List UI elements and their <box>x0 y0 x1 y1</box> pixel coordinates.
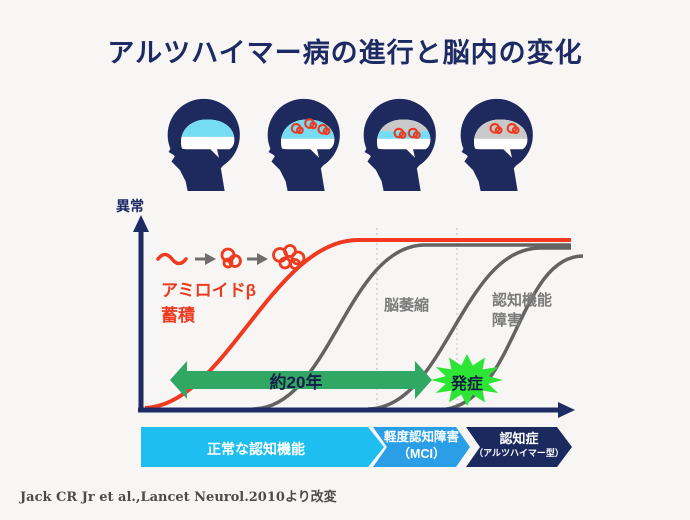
monomer-to-oligomer-to-plaque-aggregation-icon <box>156 244 306 270</box>
stage-segment-mci <box>373 427 470 467</box>
stage-label-mci-line1: 軽度認知障害 <box>383 430 459 444</box>
amyloid-plaque-icon <box>393 127 421 139</box>
duration-label: 約20年 <box>269 373 323 392</box>
atrophy-curve-label: 脳萎縮 <box>384 297 430 314</box>
duration-arrow <box>170 361 432 399</box>
y-axis-arrowhead <box>133 215 149 232</box>
axes <box>133 215 575 418</box>
stage-segment-normal <box>141 427 384 467</box>
amyloid-curve <box>144 238 571 410</box>
brain-healthy-icon <box>167 98 240 191</box>
brain-amyloid-early-atrophy-icon <box>363 98 436 191</box>
stage-label-mci: 軽度認知障害 （MCI） <box>373 429 470 463</box>
x-axis-arrowhead <box>558 402 575 418</box>
stage-label-dementia-line2: （アルツハイマー型） <box>474 447 564 458</box>
stage-bar <box>141 427 572 467</box>
amyloid-curve-label-line1: アミロイドβ <box>161 281 257 300</box>
citation: Jack CR Jr et al.,Lancet Neurol.2010より改変 <box>20 490 337 505</box>
page-title: アルツハイマー病の進行と脳内の変化 <box>107 38 583 68</box>
cognitive-curve-label-line2: 障害 <box>492 311 523 329</box>
onset-label: 発症 <box>450 376 483 393</box>
amyloid-curve-label: アミロイドβ 蓄積 <box>161 279 256 328</box>
stage-label-dementia-line1: 認知症 <box>499 431 539 446</box>
progression-chart <box>133 215 584 418</box>
brain-amyloid-accumulation-icon <box>267 98 340 191</box>
atrophy-curve <box>252 243 571 411</box>
amyloid-curve-label-line2: 蓄積 <box>161 305 195 325</box>
cognitive-impairment-curve <box>437 254 584 412</box>
cognitive-curve-label-line1: 認知機能 <box>492 292 553 309</box>
cognitive-curve-label: 認知機能 障害 <box>492 291 552 330</box>
intermediate-curve <box>367 246 571 411</box>
brain-atrophy-icon <box>460 98 533 191</box>
stage-segment-dementia <box>466 427 572 467</box>
amyloid-plaque-icon <box>489 122 520 135</box>
starburst-icon <box>431 354 503 406</box>
amyloid-plaque-icon <box>290 118 331 136</box>
stage-label-mci-line2: （MCI） <box>397 446 446 461</box>
stage-label-normal: 正常な認知機能 <box>207 441 305 457</box>
y-axis-label: 異常 <box>116 198 144 214</box>
stage-label-dementia: 認知症 （アルツハイマー型） <box>466 431 572 460</box>
